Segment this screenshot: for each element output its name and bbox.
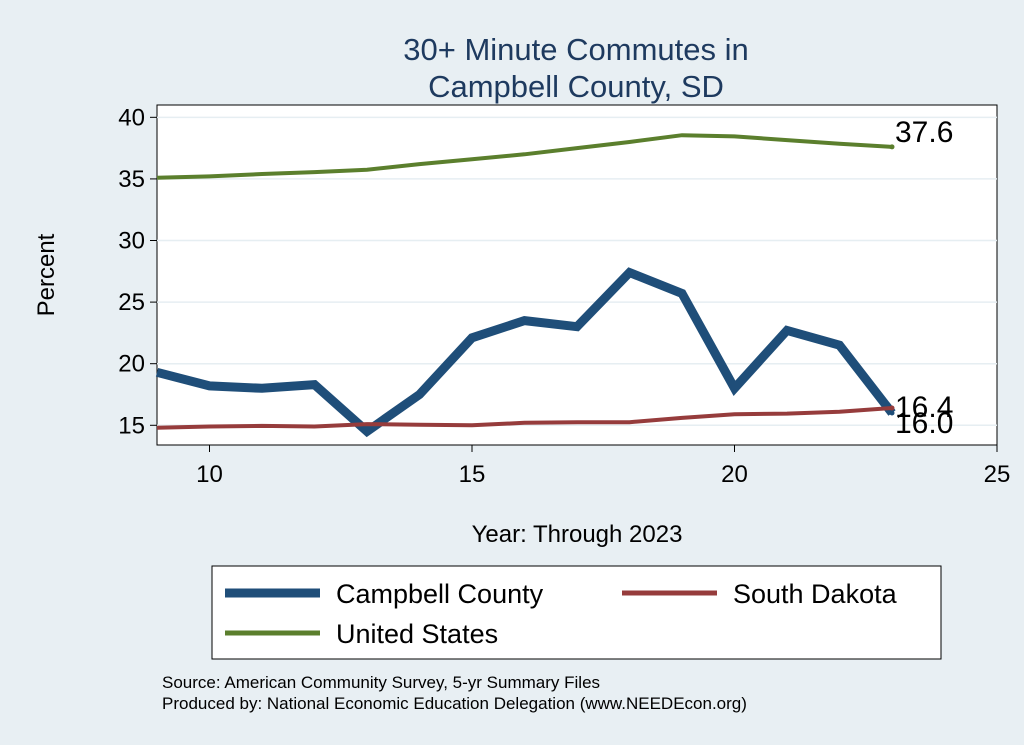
y-tick-label: 30 [118,228,145,255]
producer-note: Produced by: National Economic Education… [162,694,747,713]
y-tick-label: 20 [118,351,145,378]
plot-area [156,104,998,446]
end-point-south-dakota [889,405,895,411]
x-axis-label: Year: Through 2023 [472,521,683,548]
series-layer [155,133,896,438]
gridlines [157,116,997,427]
end-point-united-states [889,144,895,150]
end-label-south-dakota: 16.4 [895,391,953,424]
y-tick-label: 15 [118,412,145,439]
x-tick-label: 25 [984,461,1011,488]
source-note: Source: American Community Survey, 5-yr … [162,673,600,692]
legend-label-south-dakota: South Dakota [733,579,898,609]
y-tick-label: 35 [118,166,145,193]
end-label-united-states: 37.6 [895,116,953,149]
y-axis-label: Percent [33,233,60,316]
y-tick-label: 25 [118,289,145,316]
end-labels: 16.016.4 37.6 [889,116,953,440]
y-tick-label: 40 [118,104,145,131]
end-point-campbell-county [889,410,895,416]
legend-label-united-states: United States [336,619,498,649]
x-tick-label: 10 [196,461,223,488]
legend-box [211,565,942,660]
series-line-campbell-county [155,267,896,438]
end-label-campbell-county: 16.0 [895,407,953,440]
chart-title-line-1: 30+ Minute Commutes in [403,32,748,67]
legend-label-campbell-county: Campbell County [336,579,544,609]
chart-title-line-2: Campbell County, SD [428,69,724,104]
x-axis: 10 15 20 25 [196,445,1010,488]
x-tick-label: 15 [459,461,486,488]
x-tick-label: 20 [721,461,748,488]
series-line-united-states [156,133,893,180]
series-line-south-dakota [156,406,893,430]
y-axis: 15 20 25 30 35 40 [118,104,157,439]
